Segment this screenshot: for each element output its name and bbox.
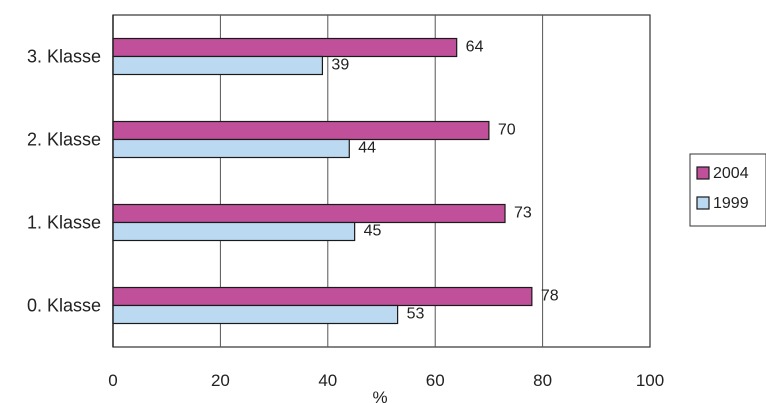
x-axis-title: % bbox=[372, 388, 387, 403]
legend-label: 1999 bbox=[713, 195, 749, 212]
legend: 2004 1999 bbox=[689, 153, 766, 227]
data-label: 39 bbox=[331, 57, 349, 74]
bar-2004-2-klasse bbox=[112, 120, 490, 141]
data-label: 70 bbox=[498, 122, 516, 139]
legend-swatch bbox=[696, 196, 710, 210]
data-label: 78 bbox=[541, 288, 559, 305]
bar-2004-3-klasse bbox=[112, 37, 458, 58]
bar-2004-1-klasse bbox=[112, 203, 506, 224]
bar-1999-3-klasse bbox=[112, 55, 324, 76]
data-label: 53 bbox=[407, 306, 425, 323]
bar-2004-0-klasse bbox=[112, 286, 533, 307]
category-label: 1. Klasse bbox=[27, 213, 101, 233]
x-tick-label: 80 bbox=[533, 371, 552, 390]
bar-1999-1-klasse bbox=[112, 221, 356, 242]
data-label: 73 bbox=[514, 205, 532, 222]
legend-swatch bbox=[696, 166, 710, 180]
category-label: 2. Klasse bbox=[27, 130, 101, 150]
category-label: 0. Klasse bbox=[27, 296, 101, 316]
data-label: 44 bbox=[358, 140, 376, 157]
x-tick-label: 100 bbox=[636, 371, 664, 390]
x-tick-label: 40 bbox=[318, 371, 337, 390]
legend-label: 2004 bbox=[713, 165, 749, 182]
bar-1999-2-klasse bbox=[112, 138, 350, 159]
plot-area: 0 20 40 60 80 100% 0. Klasse 78 53 1. Klasse 73 45 2… bbox=[27, 14, 664, 403]
x-tick-label: 60 bbox=[426, 371, 445, 390]
category-label: 3. Klasse bbox=[27, 47, 101, 67]
x-tick-label: 20 bbox=[211, 371, 230, 390]
x-tick-label: 0 bbox=[108, 371, 117, 390]
data-label: 45 bbox=[364, 223, 382, 240]
bar-1999-0-klasse bbox=[112, 304, 399, 325]
data-label: 64 bbox=[466, 39, 484, 56]
legend-box bbox=[689, 153, 766, 227]
